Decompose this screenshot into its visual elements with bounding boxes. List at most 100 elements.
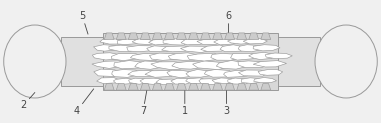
Polygon shape [201, 45, 231, 51]
Polygon shape [199, 79, 221, 84]
Polygon shape [163, 39, 188, 45]
Text: 7: 7 [140, 90, 147, 116]
Polygon shape [104, 84, 114, 90]
Bar [61, 37, 320, 86]
Polygon shape [204, 69, 234, 77]
Polygon shape [94, 45, 120, 51]
Polygon shape [149, 39, 171, 45]
Polygon shape [112, 69, 139, 77]
Text: 3: 3 [224, 90, 230, 116]
Polygon shape [151, 62, 188, 69]
Polygon shape [227, 39, 253, 44]
Polygon shape [114, 78, 134, 84]
Polygon shape [168, 53, 201, 60]
Polygon shape [231, 53, 258, 60]
Polygon shape [254, 77, 277, 83]
Polygon shape [132, 39, 156, 45]
Polygon shape [156, 79, 179, 85]
Polygon shape [112, 54, 142, 61]
Polygon shape [165, 33, 174, 39]
Polygon shape [212, 78, 234, 84]
Polygon shape [92, 53, 121, 60]
Polygon shape [228, 78, 251, 84]
Text: 2: 2 [20, 92, 35, 110]
Polygon shape [140, 78, 164, 84]
Polygon shape [220, 45, 247, 52]
Polygon shape [265, 53, 292, 59]
Polygon shape [186, 69, 215, 77]
Polygon shape [100, 38, 125, 44]
Polygon shape [167, 70, 197, 78]
Bar [103, 33, 278, 90]
Polygon shape [249, 52, 276, 60]
Polygon shape [258, 69, 283, 75]
Polygon shape [97, 78, 119, 84]
Polygon shape [176, 84, 186, 90]
Polygon shape [214, 39, 239, 45]
Polygon shape [104, 33, 114, 39]
Polygon shape [171, 78, 193, 84]
Polygon shape [225, 33, 235, 39]
Polygon shape [186, 78, 207, 84]
Text: 4: 4 [74, 89, 94, 116]
Polygon shape [201, 33, 210, 39]
Polygon shape [201, 84, 210, 90]
Polygon shape [181, 46, 213, 53]
Polygon shape [224, 70, 249, 77]
Polygon shape [116, 33, 126, 39]
Polygon shape [243, 38, 267, 44]
Polygon shape [92, 61, 123, 68]
Polygon shape [109, 45, 136, 52]
Polygon shape [147, 46, 175, 52]
Polygon shape [127, 46, 154, 52]
Polygon shape [128, 84, 138, 90]
Ellipse shape [4, 25, 66, 98]
Polygon shape [213, 84, 223, 90]
Polygon shape [238, 61, 267, 68]
Polygon shape [141, 84, 150, 90]
Polygon shape [172, 61, 207, 69]
Polygon shape [249, 33, 259, 39]
Polygon shape [165, 84, 174, 90]
Polygon shape [187, 53, 221, 61]
Polygon shape [152, 33, 162, 39]
Polygon shape [237, 84, 247, 90]
Polygon shape [128, 70, 158, 77]
Polygon shape [261, 84, 271, 90]
Polygon shape [249, 84, 259, 90]
Polygon shape [141, 33, 150, 39]
Polygon shape [116, 84, 126, 90]
Polygon shape [152, 84, 162, 90]
Polygon shape [94, 69, 121, 77]
Ellipse shape [315, 25, 377, 98]
Polygon shape [197, 40, 222, 45]
Polygon shape [239, 70, 267, 76]
Text: 5: 5 [79, 11, 88, 34]
Polygon shape [211, 53, 240, 60]
Polygon shape [114, 61, 147, 69]
Polygon shape [216, 61, 250, 69]
Polygon shape [117, 39, 142, 45]
Text: 6: 6 [226, 11, 232, 33]
Polygon shape [225, 84, 235, 90]
Polygon shape [128, 33, 138, 39]
Polygon shape [192, 61, 230, 70]
Polygon shape [162, 46, 193, 52]
Polygon shape [253, 45, 280, 51]
Polygon shape [213, 33, 223, 39]
Polygon shape [129, 78, 149, 84]
Polygon shape [145, 71, 175, 77]
Polygon shape [181, 39, 208, 45]
Polygon shape [237, 33, 247, 39]
Polygon shape [176, 33, 186, 39]
Text: 1: 1 [182, 90, 188, 116]
Polygon shape [261, 33, 271, 39]
Polygon shape [242, 78, 262, 83]
Polygon shape [130, 54, 163, 61]
Polygon shape [189, 33, 199, 39]
Polygon shape [253, 61, 287, 67]
Polygon shape [238, 45, 262, 52]
Polygon shape [135, 61, 167, 69]
Polygon shape [149, 53, 183, 60]
Polygon shape [189, 84, 199, 90]
